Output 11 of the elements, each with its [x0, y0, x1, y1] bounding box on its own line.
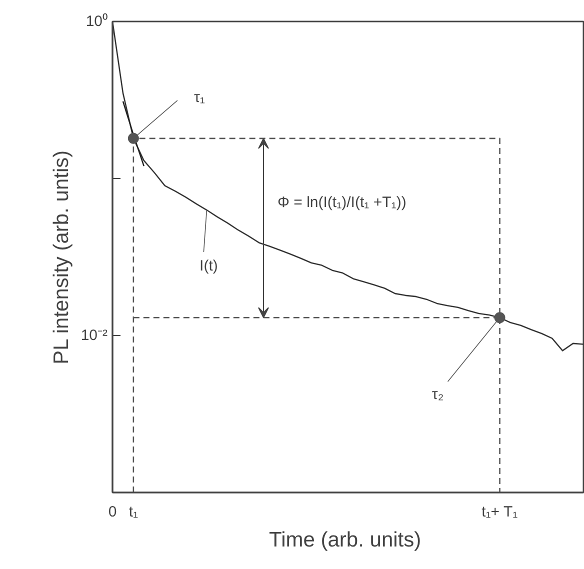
x-tick-label: t₁ — [128, 504, 138, 520]
y-tick-label: 10⁻² — [80, 327, 108, 344]
annotation: τ₂ — [432, 386, 444, 404]
annotation: Φ = ln(I(t₁)/I(t₁ +T₁)) — [278, 194, 406, 211]
x-tick-label: 0 — [108, 504, 117, 520]
x-axis-title: Time (arb. units) — [269, 528, 422, 552]
x-tick-label: t₁+ T₁ — [482, 504, 518, 520]
annotation: τ₁ — [194, 88, 205, 106]
y-axis-title: PL intensity (arb. untis) — [50, 150, 73, 364]
text: I(t) — [200, 258, 218, 275]
y-tick-label: 10⁰ — [86, 13, 108, 30]
